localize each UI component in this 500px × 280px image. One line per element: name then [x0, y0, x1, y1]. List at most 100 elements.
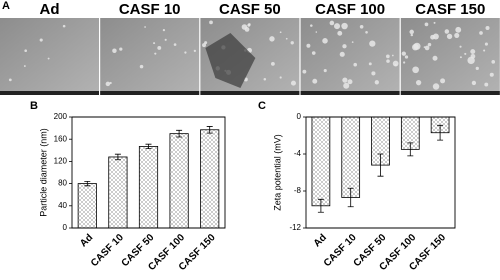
y-tick-label: 0 — [63, 223, 68, 232]
sem-particle — [454, 32, 460, 38]
sem-particle — [343, 82, 350, 89]
sem-particle — [109, 81, 112, 85]
bar — [138, 146, 159, 229]
sem-particle — [323, 69, 327, 73]
bar — [200, 129, 220, 229]
sem-particle — [353, 62, 357, 67]
sem-particle — [342, 44, 347, 49]
image-label: Ad — [40, 1, 60, 18]
y-tick-label: 120 — [54, 157, 68, 166]
sem-particle — [427, 42, 432, 47]
sem-particle — [306, 43, 311, 48]
sem-particle — [302, 69, 307, 74]
panel-label: A — [2, 0, 10, 12]
y-axis-label: Particle diameter (nm) — [38, 128, 48, 217]
sem-particle — [409, 29, 414, 35]
sem-particle — [424, 22, 429, 27]
sem-particle — [489, 72, 494, 77]
axis-frame — [71, 116, 226, 229]
sem-particle — [391, 54, 394, 57]
image-label: CASF 50 — [219, 1, 281, 18]
sem-particle — [23, 65, 26, 67]
sem-particle — [285, 37, 288, 40]
sem-particle — [119, 47, 123, 51]
sem-particle — [371, 71, 376, 76]
error-bar — [145, 143, 152, 150]
sem-particle — [270, 61, 275, 66]
sem-particle — [386, 54, 390, 59]
sem-image: Ad — [0, 1, 99, 95]
bar — [108, 156, 128, 229]
image-label: CASF 150 — [415, 1, 485, 18]
sem-particle — [337, 30, 343, 36]
sem-scale-bar — [0, 91, 99, 95]
sem-particle — [368, 62, 372, 66]
image-label: CASF 10 — [119, 1, 181, 18]
sem-particle — [290, 41, 294, 45]
sem-particle — [8, 78, 12, 82]
sem-particle — [312, 78, 318, 84]
sem-particle — [459, 45, 462, 48]
sem-particle — [164, 38, 167, 41]
y-tick-label: 40 — [58, 201, 67, 210]
sem-particle — [162, 28, 166, 32]
sem-scale-bar — [100, 91, 200, 95]
bar — [311, 116, 331, 207]
sem-particle — [455, 26, 462, 33]
panel-label: C — [258, 100, 266, 112]
sem-particle — [144, 26, 146, 28]
sem-particle — [202, 43, 207, 48]
x-tick-label: Ad — [312, 232, 329, 249]
sem-particle — [369, 40, 376, 47]
bar — [341, 116, 361, 198]
sem-particle — [483, 49, 486, 52]
sem-particle — [423, 46, 426, 49]
sem-scale-bar — [200, 91, 300, 95]
error-bar — [317, 198, 324, 213]
sem-particle — [329, 20, 335, 26]
sem-particle — [173, 43, 177, 46]
sem-particle — [424, 45, 430, 51]
y-tick-label: -8 — [294, 186, 302, 195]
sem-particle — [413, 42, 421, 50]
sem-particle — [459, 56, 462, 59]
sem-particle — [432, 55, 438, 61]
sem-particle — [475, 66, 479, 71]
image-label: CASF 100 — [315, 1, 385, 18]
sem-particle — [446, 33, 453, 40]
axis-frame — [305, 116, 456, 229]
sem-particle — [24, 49, 27, 53]
sem-particle — [184, 51, 187, 54]
bar — [77, 183, 97, 229]
sem-particle — [432, 83, 440, 90]
sem-particle — [433, 21, 436, 24]
sem-particle — [365, 30, 368, 34]
sem-particle — [401, 51, 406, 56]
error-bar — [437, 124, 444, 141]
y-tick-label: -12 — [289, 223, 301, 232]
error-bar — [347, 187, 354, 208]
sem-scale-bar — [300, 91, 400, 95]
sem-particle — [359, 24, 364, 29]
sem-particle — [464, 52, 467, 55]
x-tick-label: Ad — [78, 232, 95, 249]
sem-particle — [322, 38, 328, 44]
sem-particle — [470, 49, 476, 55]
y-tick-label: 200 — [54, 112, 68, 121]
error-bar — [206, 126, 213, 134]
sem-particle — [290, 80, 296, 86]
sem-particle — [311, 51, 316, 55]
sem-particle — [491, 60, 496, 64]
sem-particle — [279, 31, 282, 34]
sem-particle — [484, 82, 489, 87]
panel-label: B — [30, 100, 38, 112]
sem-particle — [412, 66, 419, 74]
sem-particle — [347, 79, 353, 85]
error-bar — [407, 142, 414, 157]
sem-particle — [263, 78, 267, 81]
sem-particle — [39, 38, 43, 42]
sem-particle — [392, 60, 399, 67]
y-tick-label: 80 — [58, 179, 67, 188]
sem-particle — [386, 59, 390, 63]
sem-particle — [112, 48, 117, 53]
